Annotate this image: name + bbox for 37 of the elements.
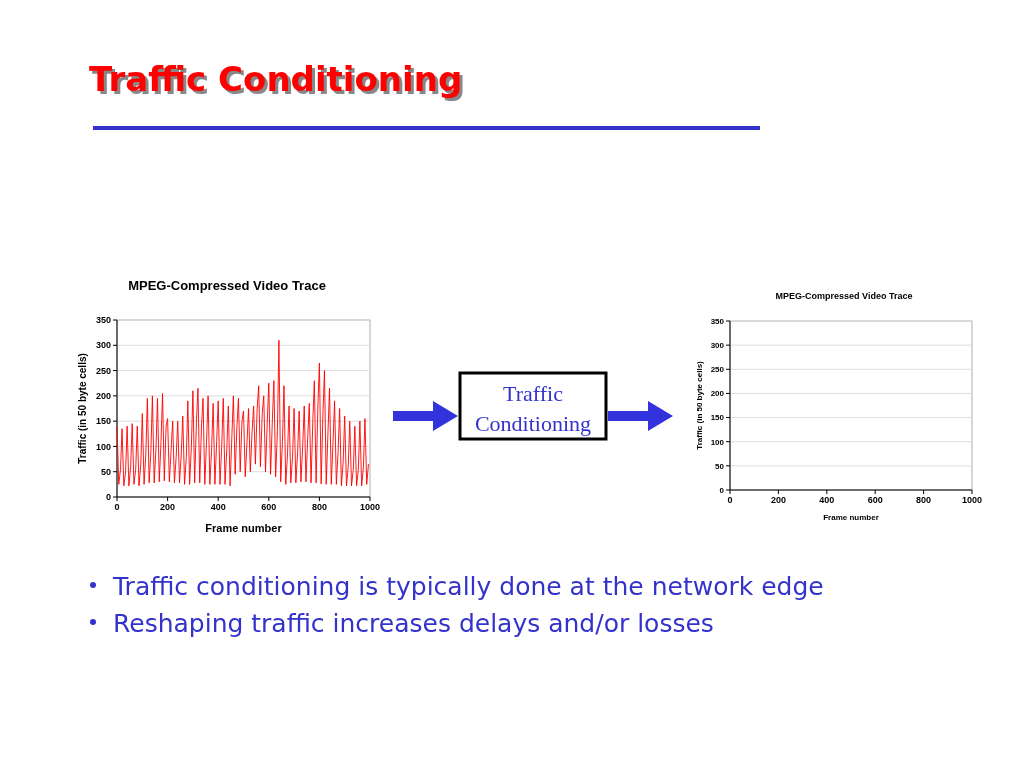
y-tick-label: 200 xyxy=(95,391,111,402)
x-tick-label: 800 xyxy=(916,495,932,505)
chart-title: MPEG-Compressed Video Trace xyxy=(775,291,913,301)
y-axis-title: Traffic (in 50 byte cells) xyxy=(695,360,704,450)
x-tick-label: 600 xyxy=(867,495,883,505)
x-tick-label: 0 xyxy=(114,502,120,512)
y-tick-label: 300 xyxy=(710,340,725,350)
y-tick-label: 350 xyxy=(710,316,725,326)
x-tick-label: 600 xyxy=(261,502,277,512)
y-tick-label: 150 xyxy=(95,416,111,427)
x-tick-label: 400 xyxy=(210,502,226,512)
x-tick-label: 1000 xyxy=(359,502,381,512)
text: Traffic conditioning is typically done at the network edge xyxy=(112,572,824,601)
x-tick-label: 800 xyxy=(311,502,327,512)
x-tick-label: 1000 xyxy=(961,495,983,505)
y-tick-label: 50 xyxy=(100,466,111,477)
x-axis-title: Frame number xyxy=(823,513,879,522)
x-tick-label: 0 xyxy=(727,495,733,505)
chart-title: MPEG-Compressed Video Trace xyxy=(128,278,326,293)
y-tick-label: 250 xyxy=(710,365,725,375)
x-tick-label: 400 xyxy=(819,495,835,505)
y-tick-label: 100 xyxy=(710,437,725,447)
y-tick-label: 0 xyxy=(719,485,725,495)
y-tick-label: 100 xyxy=(95,441,111,452)
y-tick-label: 200 xyxy=(710,389,725,399)
x-axis-title: Frame number xyxy=(205,522,283,534)
x-tick-label: 200 xyxy=(160,502,176,512)
y-tick-label: 300 xyxy=(95,340,111,351)
y-tick-label: 50 xyxy=(715,461,725,471)
y-tick-label: 150 xyxy=(710,413,725,423)
y-axis-title: Traffic (in 50 byte cells) xyxy=(77,353,88,464)
x-tick-label: 200 xyxy=(770,495,786,505)
y-tick-label: 250 xyxy=(95,365,111,376)
line-series xyxy=(116,339,369,487)
text: Reshaping traffic increases delays and/or losses xyxy=(113,609,714,638)
text: Traffic Conditioning xyxy=(474,381,592,436)
y-tick-label: 350 xyxy=(95,315,111,326)
